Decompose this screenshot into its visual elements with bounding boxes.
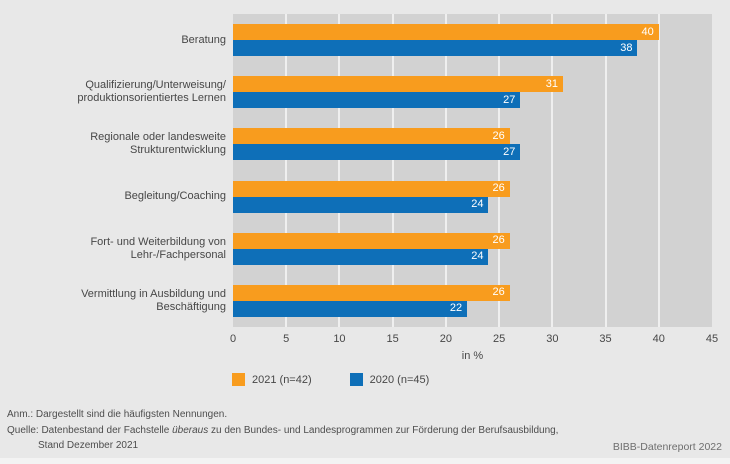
bar-group: 26 24 — [233, 232, 712, 265]
bottom-strip — [0, 458, 730, 464]
x-axis-label: in % — [461, 350, 484, 362]
gridline — [604, 14, 607, 327]
x-tick-label: 40 — [652, 333, 665, 345]
category-label: Qualifizierung/Unterweisung/ produktions… — [77, 79, 226, 105]
plot-area: 40 38 31 27 26 27 26 24 26 24 26 22 — [233, 14, 712, 327]
footnote-source-italic: überaus — [172, 424, 209, 436]
gridline — [498, 14, 501, 327]
bar-group: 26 22 — [233, 284, 712, 317]
gridline — [444, 14, 447, 327]
legend-label: 2020 (n=45) — [369, 373, 430, 386]
bar-2020: 27 — [233, 144, 521, 161]
gridline — [657, 14, 660, 327]
bar-2020: 27 — [233, 92, 521, 109]
legend-swatch — [232, 373, 245, 386]
legend-label: 2021 (n=42) — [252, 373, 312, 386]
bar-value-label: 22 — [449, 302, 463, 315]
x-tick-label: 0 — [229, 333, 237, 345]
bar-value-label: 27 — [503, 93, 516, 106]
footnote-date: Stand Dezember 2021 — [38, 440, 139, 451]
bar-2021: 26 — [233, 284, 510, 301]
x-tick-label: 45 — [705, 333, 719, 345]
bar-value-label: 27 — [503, 145, 516, 158]
legend-swatch — [349, 373, 363, 386]
category-label: Regionale oder landesweite Strukturentwi… — [90, 131, 226, 157]
bar-group: 26 27 — [233, 128, 712, 161]
bar-value-label: 40 — [641, 25, 654, 38]
category-labels: Beratung Qualifizierung/Unterweisung/ pro… — [0, 14, 226, 327]
category-label: Beratung — [181, 33, 226, 46]
footnote-source-prefix: Quelle: Datenbestand der Fachstelle — [7, 424, 173, 436]
report-credit: BIBB-Datenreport 2022 — [612, 441, 722, 453]
bar-2020: 38 — [233, 40, 638, 57]
bar-value-label: 24 — [471, 250, 484, 263]
bar-value-label: 24 — [471, 198, 484, 211]
x-axis-ticks: 0 5 10 15 20 25 30 35 40 45 — [229, 333, 718, 346]
category-label: Fort- und Weiterbildung von Lehr-/Fachpe… — [90, 235, 226, 261]
gridline — [338, 14, 341, 327]
category-label: Vermittlung in Ausbildung und Beschäftig… — [81, 287, 226, 313]
x-tick-label: 15 — [386, 333, 399, 345]
footnotes: Anm.: Dargestellt sind die häufigsten Ne… — [7, 407, 558, 454]
footnote-source: Quelle: Datenbestand der Fachstelle über… — [7, 423, 558, 439]
gridline — [285, 14, 288, 327]
bar-2020: 24 — [233, 196, 489, 213]
bar-2021: 26 — [233, 232, 510, 249]
bar-group: 40 38 — [233, 24, 712, 57]
x-tick-label: 20 — [439, 333, 452, 345]
bar-2021: 31 — [233, 76, 563, 93]
x-tick-label: 25 — [492, 333, 506, 345]
bar-value-label: 31 — [545, 77, 558, 90]
bar-group: 31 27 — [233, 76, 712, 109]
bar-2020: 24 — [233, 248, 489, 265]
bar-2020: 22 — [233, 300, 468, 317]
bar-value-label: 26 — [492, 286, 505, 299]
footnote-note: Anm.: Dargestellt sind die häufigsten Ne… — [7, 409, 228, 420]
bar-value-label: 26 — [492, 129, 505, 142]
bar-2021: 40 — [233, 24, 659, 41]
bar-value-label: 26 — [492, 234, 505, 247]
gridline — [391, 14, 394, 327]
x-tick-label: 5 — [283, 333, 290, 345]
x-tick-label: 35 — [599, 333, 612, 345]
x-tick-label: 30 — [546, 333, 559, 345]
bar-2021: 26 — [233, 180, 510, 197]
footnote-source-suffix: zu den Bundes- und Landesprogrammen zur … — [208, 424, 559, 436]
bar-value-label: 38 — [620, 41, 633, 54]
bar-group: 26 24 — [233, 180, 712, 213]
gridline — [551, 14, 554, 327]
bar-value-label: 26 — [492, 182, 505, 195]
legend: 2021 (n=42) 2020 (n=45) — [232, 373, 467, 386]
legend-item-2021: 2021 (n=42) — [232, 373, 312, 386]
bar-2021: 26 — [233, 128, 510, 145]
category-label: Begleitung/Coaching — [124, 190, 226, 203]
legend-item-2020: 2020 (n=45) — [349, 373, 430, 386]
x-tick-label: 10 — [333, 333, 346, 345]
